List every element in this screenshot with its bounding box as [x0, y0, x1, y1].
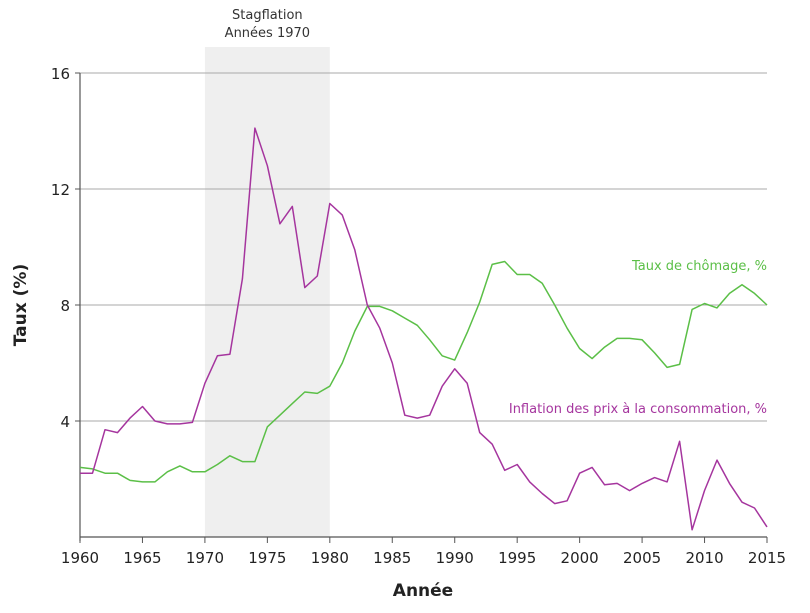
shade-label-line1: Stagflation — [232, 8, 303, 23]
x-tick-label: 1975 — [248, 549, 286, 567]
x-tick-label: 2010 — [685, 549, 723, 567]
shade-label-line2: Années 1970 — [225, 26, 310, 41]
y-tick-label: 4 — [60, 413, 70, 431]
x-tick-label: 1960 — [61, 549, 99, 567]
x-tick-label: 1970 — [186, 549, 224, 567]
x-axis-label: Année — [393, 581, 453, 601]
series-label-unemployment: Taux de chômage, % — [631, 259, 767, 274]
x-tick-label: 1990 — [436, 549, 474, 567]
y-tick-label: 12 — [51, 181, 70, 199]
series-label-inflation: Inflation des prix à la consommation, % — [509, 402, 767, 417]
gridlines — [80, 73, 767, 421]
axes: 4 8 12 16 1960 1965 1970 1975 1980 1985 1990 1995 20… — [51, 65, 786, 567]
y-tick-label: 16 — [51, 65, 70, 83]
series-line-unemployment — [80, 262, 767, 482]
series — [80, 128, 767, 530]
y-tick-label: 8 — [60, 297, 70, 315]
shaded-region — [205, 47, 330, 537]
series-line-inflation — [80, 128, 767, 530]
x-tick-label: 1985 — [373, 549, 411, 567]
x-tick-label: 1980 — [311, 549, 349, 567]
y-axis-label: Taux (%) — [11, 264, 31, 346]
x-tick-label: 2015 — [748, 549, 786, 567]
x-tick-label: 2000 — [561, 549, 599, 567]
x-tick-label: 1965 — [123, 549, 161, 567]
shade-rect — [205, 47, 330, 537]
x-tick-label: 2005 — [623, 549, 661, 567]
x-tick-label: 1995 — [498, 549, 536, 567]
